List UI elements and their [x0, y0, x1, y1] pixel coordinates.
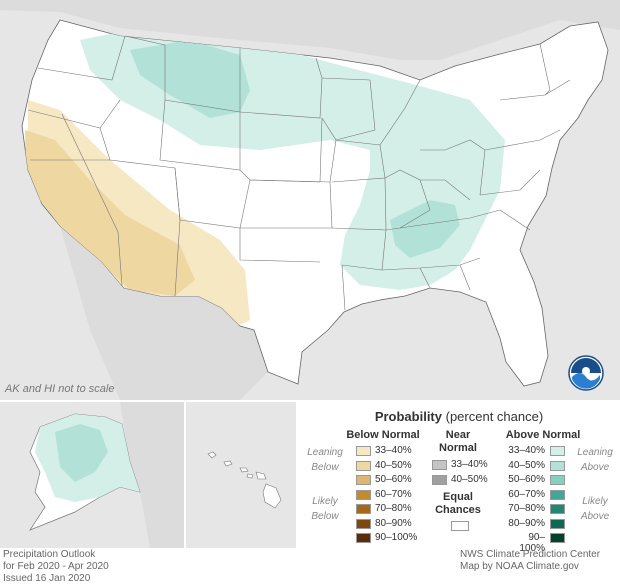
likely-above-line1: Likely	[582, 496, 608, 507]
noaa-logo-icon	[568, 355, 604, 391]
footer-right: NWS Climate Prediction Center Map by NOA…	[460, 549, 600, 573]
near-normal-swatch	[432, 474, 447, 485]
alaska-map	[0, 402, 184, 548]
likely-above-label: Likely Above	[570, 494, 620, 524]
credit-cpc: NWS Climate Prediction Center	[460, 549, 601, 560]
below-normal-swatch	[356, 504, 371, 514]
alaska-map-svg	[29, 402, 184, 548]
above-normal-label: 50–60%	[508, 474, 545, 485]
near-normal-line2: Normal	[439, 442, 477, 454]
above-normal-label: 60–70%	[508, 488, 545, 500]
ak-hi-scale-note: AK and HI not to scale	[5, 383, 115, 395]
equal-chances-line1: Equal	[443, 491, 473, 503]
above-normal-swatch	[550, 518, 565, 529]
leaning-below-label: Leaning Below	[300, 445, 350, 475]
leaning-below-line1: Leaning	[307, 447, 343, 458]
below-normal-label: 60–70%	[375, 488, 412, 500]
near-normal-heading: Near Normal	[428, 429, 488, 455]
near-normal-label: 40–50%	[451, 473, 488, 485]
below-normal-swatch	[356, 460, 371, 471]
below-normal-label: 33–40%	[375, 445, 412, 456]
above-normal-swatch	[550, 504, 565, 514]
state-borders	[27, 35, 571, 311]
noaa-logo	[568, 355, 604, 391]
below-normal-label: 50–60%	[375, 474, 412, 485]
outlook-title: Precipitation Outlook	[3, 549, 96, 560]
below-normal-swatch	[356, 518, 371, 529]
above-40-50-tn-region	[390, 200, 460, 258]
alaska-above-40-50	[55, 424, 108, 482]
above-normal-swatch	[550, 489, 565, 500]
near-normal-line1: Near	[445, 429, 471, 441]
below-normal-label: 70–80%	[375, 503, 412, 514]
below-normal-label: 80–90%	[375, 517, 412, 529]
credit-climate-gov: Map by NOAA Climate.gov	[460, 561, 579, 572]
hawaii-islands	[207, 451, 282, 509]
below-normal-label: 90–100%	[375, 532, 418, 543]
likely-below-line1: Likely	[312, 496, 338, 507]
near-normal-label: 33–40%	[451, 459, 488, 470]
above-normal-label: 80–90%	[508, 517, 545, 529]
legend-panel: Probability (percent chance) Below Norma…	[298, 402, 620, 554]
below-40-50-region	[25, 130, 195, 296]
near-normal-swatch	[432, 460, 447, 470]
likely-below-label: Likely Below	[300, 494, 350, 524]
above-normal-swatch	[550, 475, 565, 485]
likely-below-line2: Below	[311, 511, 339, 522]
below-normal-swatch	[356, 446, 371, 456]
above-normal-label: 70–80%	[508, 503, 545, 514]
above-40-50-north-region	[130, 40, 250, 118]
below-33-40-region	[28, 100, 250, 330]
equal-chances-heading: Equal Chances	[428, 491, 488, 517]
leaning-above-line2: Above	[580, 462, 610, 473]
below-normal-swatch	[356, 475, 371, 485]
canada-land	[0, 0, 620, 60]
us-map-svg	[0, 0, 620, 400]
mexico-land	[60, 226, 268, 400]
above-normal-label: 40–50%	[508, 459, 545, 471]
above-normal-heading: Above Normal	[505, 429, 581, 441]
leaning-above-label: Leaning Above	[570, 445, 620, 475]
outlook-period: for Feb 2020 - Apr 2020	[3, 561, 109, 572]
below-normal-swatch	[356, 489, 371, 500]
below-normal-label: 40–50%	[375, 459, 412, 471]
above-normal-swatch	[550, 533, 565, 543]
above-normal-swatch	[550, 446, 565, 456]
legend-title: Probability (percent chance)	[298, 409, 620, 424]
above-normal-label: 90–100%	[519, 532, 545, 554]
legend-title-rest: (percent chance)	[442, 409, 544, 424]
equal-chances-swatch	[451, 521, 469, 531]
below-normal-swatch	[356, 533, 371, 543]
hawaii-map	[186, 402, 296, 548]
footer-left: Precipitation Outlook for Feb 2020 - Apr…	[3, 549, 109, 585]
leaning-above-line1: Leaning	[577, 447, 613, 458]
contiguous-us-map: AK and HI not to scale	[0, 0, 620, 400]
leaning-below-line2: Below	[311, 462, 339, 473]
hawaii-map-svg	[207, 451, 282, 509]
equal-chances-line2: Chances	[435, 504, 481, 516]
legend-title-bold: Probability	[374, 409, 442, 424]
above-normal-label: 33–40%	[508, 445, 545, 456]
below-normal-heading: Below Normal	[346, 429, 420, 441]
above-normal-swatch	[550, 460, 565, 471]
likely-above-line2: Above	[580, 511, 610, 522]
issue-date: Issued 16 Jan 2020	[3, 573, 91, 584]
outlook-shading	[25, 30, 505, 330]
